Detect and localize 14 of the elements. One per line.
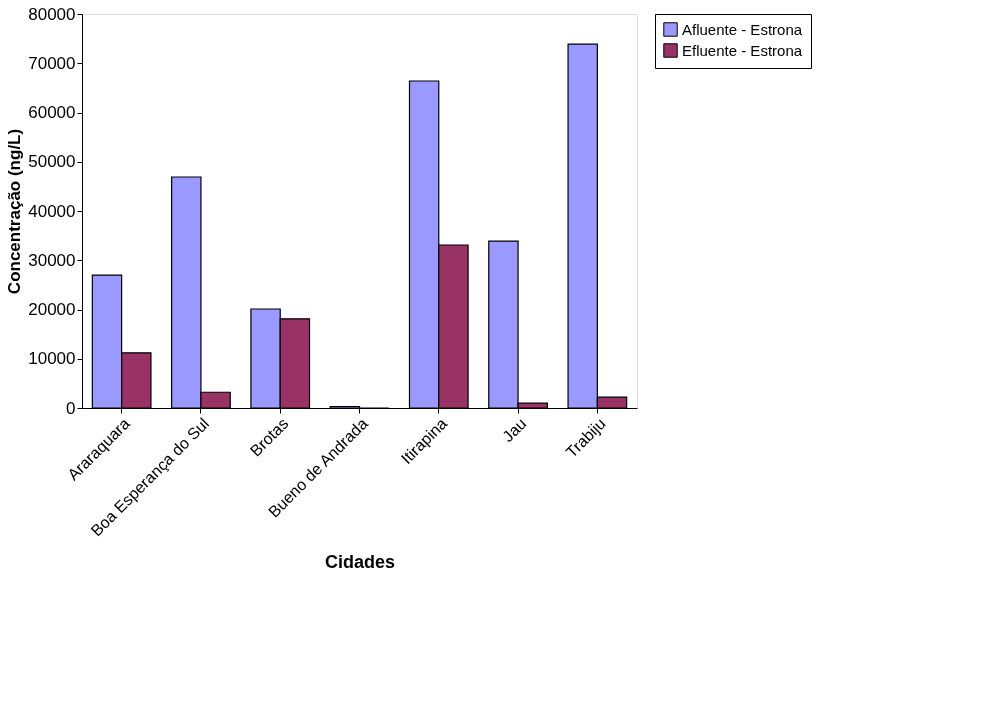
y-tick-label: 0 [66, 398, 76, 418]
legend-label: Efluente - Estrona [682, 41, 803, 59]
y-tick-label: 20000 [28, 300, 76, 319]
y-tick-label: 60000 [28, 103, 76, 122]
x-axis-title: Cidades [324, 552, 396, 573]
y-tick-label: 40000 [28, 201, 76, 221]
y-tick-label: 80000 [28, 4, 76, 24]
legend-label: Afluente - Estrona [682, 20, 803, 38]
y-tick-label: 10000 [28, 349, 76, 369]
x-tick-label: Jau [499, 414, 530, 446]
y-axis-title: Concentração (ng/L) [5, 128, 25, 295]
y-tick-label: 30000 [28, 250, 76, 270]
y-tick-label: 70000 [28, 53, 76, 73]
y-tick-label: 50000 [28, 152, 76, 172]
